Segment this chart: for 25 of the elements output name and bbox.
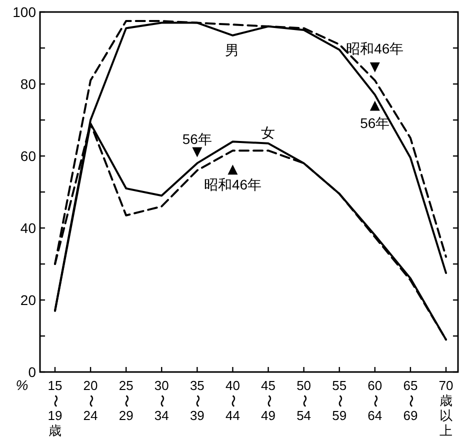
annotation: 56年 [360, 114, 390, 131]
x-tick-label: 15〜19歳 [48, 378, 63, 438]
x-tick-label: 20〜24 [83, 378, 99, 423]
x-tick-label: 60〜64 [368, 378, 383, 423]
annotation: 女 [260, 124, 275, 141]
x-tick-label: 70歳以上 [438, 378, 454, 438]
annotation: 男 [224, 42, 239, 58]
x-tick-label: 30〜34 [154, 378, 170, 423]
x-tick-label: 40〜44 [225, 378, 241, 423]
x-tick-label: 50〜54 [296, 378, 312, 423]
x-tick-label: 65〜69 [403, 378, 418, 423]
y-tick-label: 20 [20, 292, 36, 308]
x-tick-label: 25〜29 [118, 378, 134, 423]
x-tick-label: 55〜59 [332, 378, 348, 423]
x-tick-label: 35〜39 [190, 378, 206, 423]
y-tick-label: 60 [20, 148, 36, 164]
y-tick-label: 40 [20, 220, 36, 236]
y-tick-label: 80 [20, 76, 36, 92]
y-tick-label: 100 [12, 4, 36, 20]
y-tick-label: 0 [28, 364, 36, 380]
annotation: 昭和46年 [204, 176, 262, 193]
annotation: 56年 [182, 131, 212, 148]
y-axis-title: % [16, 377, 28, 393]
annotation: 昭和46年 [346, 40, 404, 56]
x-tick-label: 45〜49 [261, 378, 276, 423]
